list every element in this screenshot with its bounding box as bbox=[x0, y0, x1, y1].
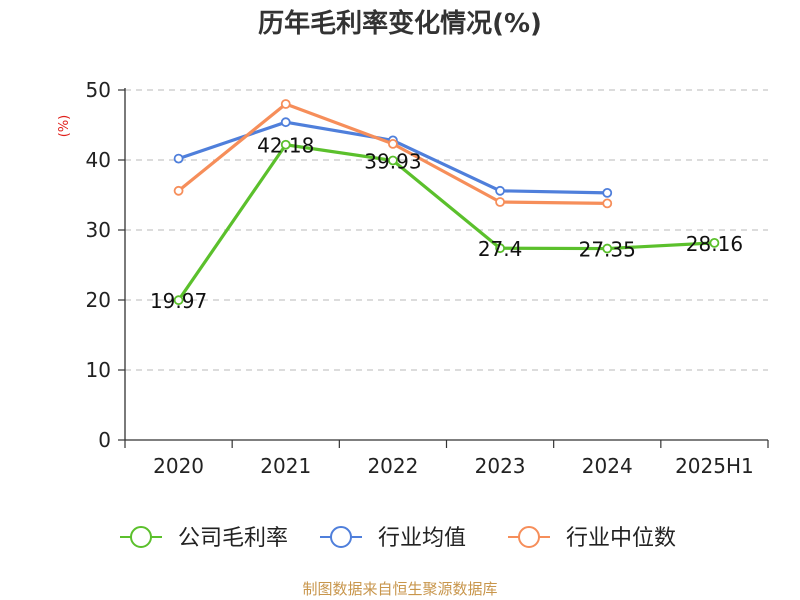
data-point bbox=[388, 138, 398, 149]
data-point bbox=[280, 117, 291, 128]
data-point bbox=[602, 198, 613, 209]
data-point bbox=[280, 99, 291, 109]
data-point bbox=[709, 237, 720, 248]
x-tick-label: 2021 bbox=[260, 454, 311, 478]
legend-label: 公司毛利率 bbox=[178, 526, 288, 551]
x-tick-label: 2023 bbox=[475, 454, 526, 478]
legend-item[interactable]: 行业中位数 bbox=[508, 526, 676, 551]
y-tick-label: 20 bbox=[86, 288, 111, 312]
series-group bbox=[173, 99, 720, 306]
data-label: 28.16 bbox=[686, 232, 743, 256]
legend-marker bbox=[330, 526, 352, 548]
data-label: 39.93 bbox=[364, 149, 421, 173]
axes: 0 10 20 30 40 50 2020 2021 2022 2023 2024 2025H1 bbox=[86, 78, 769, 478]
x-tick-label: 2024 bbox=[582, 454, 633, 478]
data-point bbox=[280, 139, 291, 150]
y-tick-label: 40 bbox=[86, 148, 111, 172]
data-label: 19.97 bbox=[150, 289, 207, 313]
y-tick-label: 10 bbox=[86, 358, 111, 382]
legend-item[interactable]: 公司毛利率 bbox=[120, 526, 288, 551]
y-tick-label: 0 bbox=[98, 428, 111, 452]
legend-marker bbox=[130, 526, 152, 548]
data-point bbox=[602, 187, 613, 198]
x-tick-label: 2025H1 bbox=[675, 454, 754, 478]
x-tick-label: 2020 bbox=[153, 454, 204, 478]
y-axis-label: (%) bbox=[57, 115, 72, 138]
x-tick-label: 2022 bbox=[367, 454, 418, 478]
data-point bbox=[173, 153, 184, 164]
data-point bbox=[388, 155, 398, 166]
data-label: 27.4 bbox=[478, 237, 523, 261]
chart-title: 历年毛利率变化情况(%) bbox=[258, 8, 542, 39]
legend-item[interactable]: 行业均值 bbox=[320, 526, 466, 551]
data-point bbox=[495, 197, 505, 207]
grid bbox=[125, 89, 768, 371]
data-label: 42.18 bbox=[257, 134, 314, 158]
legend-label: 行业均值 bbox=[378, 526, 466, 551]
data-label: 27.35 bbox=[579, 238, 636, 262]
series-line bbox=[177, 143, 715, 302]
data-labels: 19.97 42.18 39.93 27.4 27.35 28.16 bbox=[150, 134, 743, 313]
data-point bbox=[173, 295, 184, 306]
data-point bbox=[173, 185, 184, 196]
y-tick-label: 50 bbox=[86, 78, 111, 102]
legend-marker bbox=[518, 526, 540, 548]
y-tick-label: 30 bbox=[86, 218, 111, 242]
legend[interactable]: 公司毛利率 行业均值 行业中位数 bbox=[120, 526, 676, 551]
data-point bbox=[495, 185, 505, 196]
legend-label: 行业中位数 bbox=[566, 526, 676, 551]
source-note: 制图数据来自恒生聚源数据库 bbox=[302, 580, 497, 598]
data-point bbox=[602, 243, 613, 254]
data-point bbox=[495, 243, 505, 254]
